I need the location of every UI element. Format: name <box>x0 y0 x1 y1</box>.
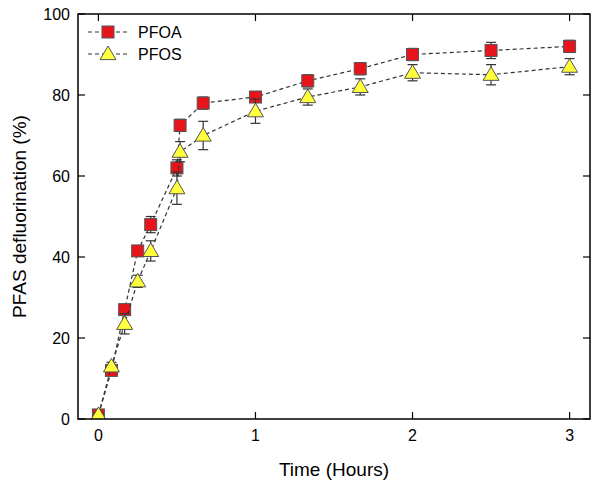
series-pfoa <box>92 40 575 419</box>
legend: PFOA PFOS <box>88 24 182 63</box>
error-cap <box>120 313 130 314</box>
data-point <box>143 243 159 257</box>
y-tick-label: 40 <box>52 249 70 266</box>
data-point <box>197 97 209 109</box>
x-tick <box>569 412 570 419</box>
error-bar <box>303 75 313 87</box>
data-point <box>302 75 314 87</box>
y-tick-right <box>583 94 590 95</box>
axes: 0 1 2 3 0 20 40 60 80 100 <box>43 6 590 444</box>
error-cap <box>146 232 156 233</box>
x-tick-top <box>412 14 413 21</box>
error-cap <box>486 42 496 43</box>
data-point <box>195 128 211 142</box>
y-tick <box>78 256 85 257</box>
data-point <box>352 79 368 93</box>
error-cap <box>565 74 575 75</box>
data-point <box>130 273 146 287</box>
error-cap <box>250 98 260 99</box>
error-cap <box>198 149 208 150</box>
error-cap <box>303 105 313 106</box>
x-tick-top <box>569 14 570 21</box>
plot-frame <box>78 14 590 419</box>
y-tick-right <box>583 256 590 257</box>
x-tick-top <box>255 14 256 21</box>
y-tick-label: 0 <box>61 411 70 428</box>
error-cap <box>172 171 182 172</box>
data-point <box>485 44 497 56</box>
data-point <box>132 245 144 257</box>
data-point <box>171 162 183 174</box>
x-tick-label: 0 <box>94 427 103 444</box>
error-cap <box>198 121 208 122</box>
y-tick-right <box>583 337 590 338</box>
error-cap <box>486 64 496 65</box>
plot-area <box>90 40 577 419</box>
data-point <box>174 119 186 131</box>
legend-marker <box>102 26 114 38</box>
error-bar <box>565 40 575 52</box>
data-point <box>562 59 578 73</box>
error-cap <box>250 123 260 124</box>
y-tick-label: 60 <box>52 168 70 185</box>
error-cap <box>146 216 156 217</box>
error-cap <box>486 84 496 85</box>
error-bar <box>408 48 418 60</box>
data-point <box>103 358 119 372</box>
x-tick <box>255 412 256 419</box>
data-point <box>300 89 316 103</box>
error-cap <box>355 94 365 95</box>
chart: 0 1 2 3 0 20 40 60 80 100 Time (Hours) PFAS defluor… <box>0 0 600 494</box>
error-bar <box>146 217 156 233</box>
y-tick-label: 80 <box>52 87 70 104</box>
series-pfos <box>90 59 577 419</box>
error-cap <box>172 204 182 205</box>
y-axis-label: PFAS defluorination (%) <box>9 115 30 318</box>
x-axis-label: Time (Hours) <box>279 459 389 480</box>
error-bar <box>486 42 496 58</box>
y-tick <box>78 337 85 338</box>
error-cap <box>175 161 185 162</box>
error-bar <box>198 97 208 109</box>
error-cap <box>146 260 156 261</box>
series-line <box>98 46 569 415</box>
y-tick-label: 100 <box>43 6 70 23</box>
y-tick <box>78 175 85 176</box>
data-point <box>354 63 366 75</box>
y-tick-label: 20 <box>52 330 70 347</box>
x-tick <box>412 412 413 419</box>
error-cap <box>175 141 185 142</box>
error-cap <box>120 333 130 334</box>
series-line <box>98 67 569 415</box>
x-tick-label: 3 <box>565 427 574 444</box>
error-cap <box>486 58 496 59</box>
data-point <box>119 304 131 316</box>
x-tick-label: 2 <box>408 427 417 444</box>
data-point <box>172 144 188 158</box>
data-point <box>247 103 263 117</box>
y-tick <box>78 94 85 95</box>
x-tick-label: 1 <box>251 427 260 444</box>
error-cap <box>120 313 130 314</box>
data-point <box>405 65 421 79</box>
legend-label: PFOS <box>138 46 182 63</box>
error-cap <box>146 240 156 241</box>
data-point <box>117 316 133 330</box>
data-point <box>145 219 157 231</box>
data-point <box>483 67 499 81</box>
data-point <box>90 407 106 419</box>
error-bar <box>175 119 185 131</box>
legend-label: PFOA <box>138 24 182 41</box>
error-bar <box>355 63 365 75</box>
y-tick-right <box>583 175 590 176</box>
data-point <box>564 40 576 52</box>
x-tick-top <box>98 14 99 21</box>
data-point <box>169 180 185 194</box>
error-cap <box>408 80 418 81</box>
legend-marker <box>100 46 116 60</box>
data-point <box>407 49 419 61</box>
